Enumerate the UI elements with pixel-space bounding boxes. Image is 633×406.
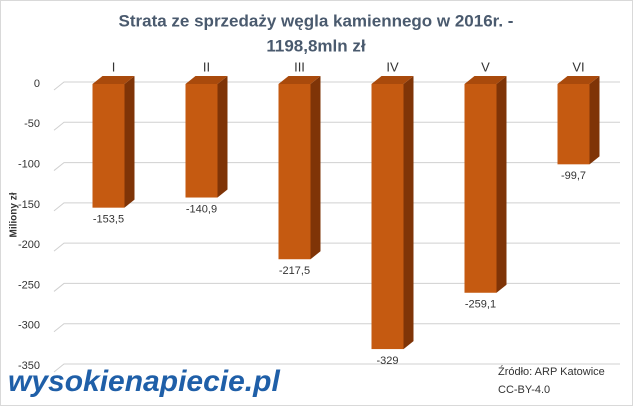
bar-side [403,76,414,350]
bar-side [217,76,228,198]
y-tick-label: -150 [18,199,40,211]
grid-line [53,282,620,292]
x-tick-label: VI [572,59,584,74]
x-tick-label: II [203,59,210,74]
y-tick-label: 0 [34,78,40,90]
bar-top [92,76,135,84]
value-label: -99,7 [561,170,586,182]
bar [278,84,311,260]
bar-top [185,76,228,84]
value-label: -259,1 [465,299,496,311]
y-tick-label: -100 [18,158,40,170]
y-tick-label: -350 [18,360,40,372]
bar-top [464,76,507,84]
bar-top [557,76,600,84]
source: Źródło: ARP Katowice [498,365,605,378]
bar-side [496,76,507,293]
y-axis-label: Miliony zł [9,192,20,237]
x-tick-label: III [294,59,305,74]
y-tick-label: -50 [24,118,40,130]
bar-side [124,76,135,208]
y-tick-label: -300 [18,320,40,332]
x-tick-label: V [481,59,490,74]
bar-side [589,76,600,165]
bar-top [278,76,321,84]
grid-line [53,242,620,252]
grid-line [53,323,620,333]
logo: wysokienapiecie.pl [8,365,280,398]
grid-line [53,363,620,373]
chart-title: Strata ze sprzedaży węgla kamiennego w 2… [119,11,514,30]
value-label: -153,5 [93,214,124,226]
x-tick-label: I [112,59,116,74]
y-tick-label: -250 [18,279,40,291]
bar [92,84,125,208]
bar-side [310,76,321,260]
y-tick-label: -200 [18,239,40,251]
bar [185,84,218,198]
chart-title: 1198,8mln zł [266,36,366,55]
value-label: -217,5 [279,265,310,277]
grid-line [53,202,620,212]
grid-line [53,162,620,171]
bar [557,84,590,165]
bar-top [371,76,414,84]
value-label: -140,9 [186,203,217,215]
x-tick-label: IV [386,59,399,74]
bar [371,84,404,350]
source: CC-BY-4.0 [498,384,550,396]
grid-line [53,81,620,91]
bar [464,84,497,293]
value-label: -329 [376,355,398,367]
grid-line [53,121,620,131]
